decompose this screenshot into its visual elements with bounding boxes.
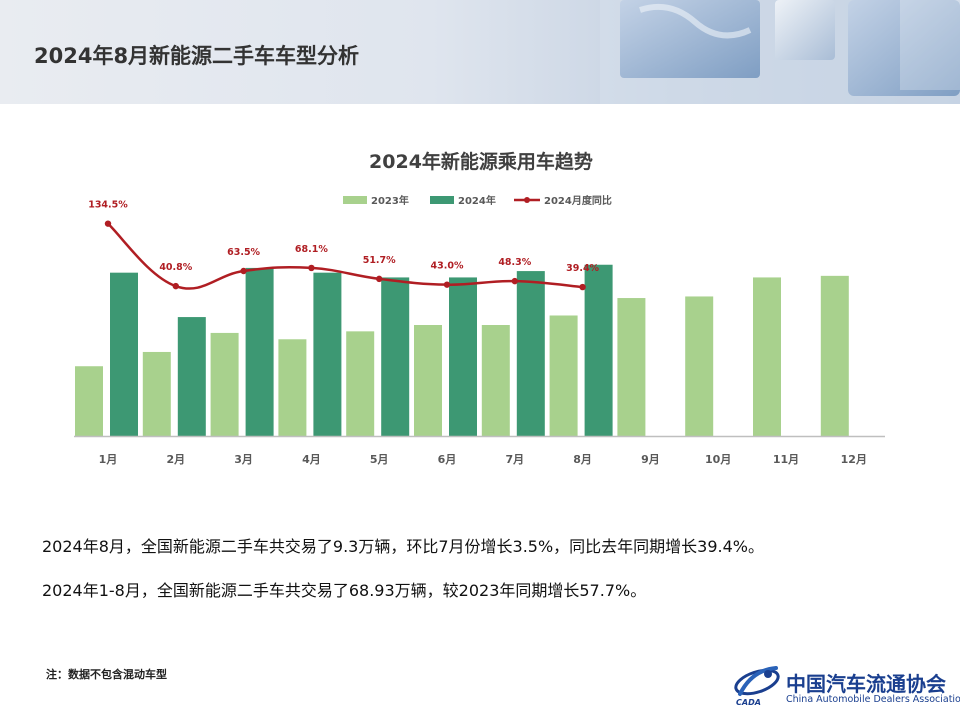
yoy-line [107, 222, 583, 290]
legend-label-yoy: 2024月度同比 [544, 194, 612, 207]
footnote: 注：数据不包含混动车型 [46, 668, 167, 681]
page-title: 2024年8月新能源二手车车型分析 [34, 44, 360, 68]
x-tick-label: 6月 [438, 453, 457, 466]
bar-2024-3 [245, 267, 274, 436]
yoy-data-label: 68.1% [295, 244, 328, 255]
yoy-line-series: 134.5% 40.8% 63.5% 68.1% 51.7% 43.0% 48.3% 39.4… [88, 200, 600, 291]
bar-2023-8 [549, 315, 578, 436]
x-tick-label: 11月 [773, 453, 799, 466]
x-tick-label: 3月 [234, 453, 253, 466]
bar-2024-2 [177, 317, 206, 436]
x-tick-label: 5月 [370, 453, 389, 466]
legend-swatch-2024 [430, 196, 454, 204]
yoy-data-label: 43.0% [431, 261, 464, 272]
bar-2023-4 [278, 339, 307, 436]
x-tick-label: 10月 [705, 453, 731, 466]
yoy-point-2 [172, 282, 179, 290]
bar-2024-4 [313, 272, 342, 436]
cada-logo: CADA 中国汽车流通协会 China Automobile Dealers A… [730, 660, 960, 712]
x-tick-label: 8月 [573, 453, 592, 466]
x-tick-label: 4月 [302, 453, 321, 466]
bar-2023-6 [414, 325, 442, 436]
trend-chart: 2024年新能源乘用车趋势 2023年 2024年 2024月度同比 1月 2月 3… [74, 150, 885, 466]
yoy-data-label: 63.5% [227, 247, 260, 258]
logo-name-en: China Automobile Dealers Association [786, 694, 960, 705]
header-decoration-image [600, 0, 960, 104]
x-tick-label: 12月 [841, 453, 867, 466]
yoy-point-4 [308, 264, 315, 272]
bar-2023-12 [820, 275, 849, 436]
bar-2024-7 [516, 271, 545, 436]
legend-swatch-2023 [343, 196, 367, 204]
legend-swatch-yoy-dot [524, 197, 530, 203]
header-band: 2024年8月新能源二手车车型分析 [0, 0, 960, 104]
yoy-point-3 [240, 267, 247, 275]
bar-2023-11 [753, 277, 781, 436]
logo-mark-text: CADA [736, 698, 761, 707]
bar-2023-2 [142, 351, 171, 436]
bar-2023-7 [481, 325, 510, 436]
yoy-point-1 [104, 220, 112, 227]
bar-2023-3 [210, 332, 239, 436]
legend-label-2024: 2024年 [458, 194, 496, 207]
x-tick-labels: 1月 2月 3月 4月 5月 6月 7月 8月 9月 10月 11月 12月 [99, 453, 867, 466]
summary-line-2: 2024年1-8月，全国新能源二手车共交易了68.93万辆，较2023年同期增长… [42, 581, 647, 600]
yoy-data-label: 40.8% [159, 262, 192, 273]
x-tick-label: 2月 [166, 453, 185, 466]
bar-series-group [75, 264, 849, 436]
bar-2024-8 [584, 264, 613, 436]
yoy-data-label: 51.7% [363, 255, 396, 266]
bar-2024-6 [449, 277, 477, 436]
yoy-point-6 [443, 281, 451, 288]
yoy-point-8 [579, 283, 586, 291]
bar-2023-5 [346, 331, 375, 436]
legend-label-2023: 2023年 [371, 194, 409, 207]
yoy-point-5 [376, 275, 383, 283]
bar-2024-1 [110, 272, 138, 436]
yoy-data-label: 48.3% [498, 257, 531, 268]
bar-2023-1 [75, 366, 103, 436]
x-tick-label: 7月 [505, 453, 524, 466]
chart-title: 2024年新能源乘用车趋势 [369, 150, 593, 173]
bar-2023-9 [617, 298, 646, 436]
yoy-data-label: 39.4% [566, 263, 599, 274]
bar-2023-10 [685, 296, 714, 436]
yoy-data-label: 134.5% [88, 200, 128, 211]
cada-logo-icon [734, 666, 780, 696]
x-tick-label: 1月 [99, 453, 118, 466]
logo-name-cn: 中国汽车流通协会 [786, 672, 946, 696]
x-tick-label: 9月 [641, 453, 660, 466]
bar-2024-5 [381, 277, 410, 436]
chart-legend: 2023年 2024年 2024月度同比 [343, 194, 612, 207]
summary-line-1: 2024年8月，全国新能源二手车共交易了9.3万辆，环比7月份增长3.5%，同比… [42, 537, 765, 556]
yoy-point-7 [511, 277, 518, 285]
